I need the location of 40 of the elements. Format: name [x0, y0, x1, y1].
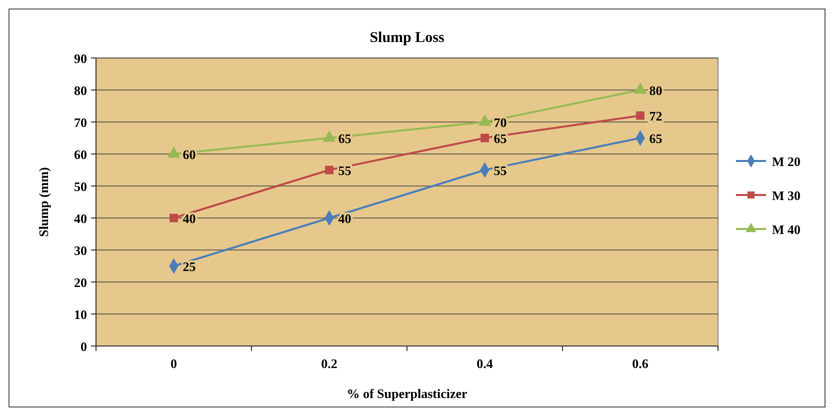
data-label: 65: [338, 131, 352, 146]
x-axis-title: % of Superplasticizer: [346, 386, 468, 401]
y-axis-title: Slump (mm): [36, 167, 51, 237]
data-label: 60: [182, 147, 196, 162]
data-label: 65: [494, 131, 508, 146]
point: [478, 114, 491, 126]
y-tick-label: 0: [80, 339, 87, 354]
data-label: 70: [494, 115, 507, 130]
y-tick-label: 20: [74, 275, 87, 290]
y-tick-label: 70: [74, 115, 87, 130]
data-label: 72: [649, 108, 662, 124]
point: [325, 166, 334, 174]
data-label: 80: [649, 83, 662, 98]
legend-label: M 40: [772, 222, 801, 237]
point: [170, 214, 178, 222]
data-label: 55: [494, 163, 508, 178]
y-tick-label: 10: [74, 307, 87, 322]
y-tick-label: 40: [74, 211, 87, 226]
data-label: 40: [182, 211, 196, 226]
point: [323, 130, 336, 142]
legend-label: M 20: [772, 154, 801, 169]
point: [480, 134, 489, 142]
point: [634, 82, 646, 94]
data-label: 55: [338, 163, 352, 178]
chart-title: Slump Loss: [370, 30, 444, 46]
y-tick-label: 30: [74, 243, 87, 258]
x-tick-label: 0: [170, 356, 177, 371]
legend-label: M 30: [772, 188, 801, 203]
y-tick-label: 90: [74, 51, 87, 66]
y-tick-label: 80: [74, 83, 87, 98]
data-label: 25: [182, 259, 196, 274]
y-tick-label: 60: [74, 147, 87, 162]
x-tick-label: 0.4: [476, 356, 494, 371]
y-tick-label: 50: [74, 179, 87, 194]
point: [168, 146, 180, 158]
x-tick-label: 0.2: [321, 356, 338, 371]
x-tick-label: 0.6: [632, 356, 649, 371]
data-label: 65: [649, 131, 663, 146]
data-label: 40: [338, 211, 352, 226]
point: [636, 111, 644, 120]
